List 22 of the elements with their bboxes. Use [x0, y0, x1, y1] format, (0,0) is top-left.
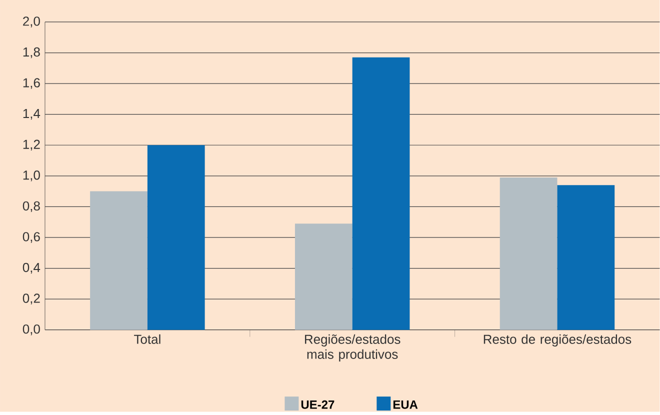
y-tick-label: 0,6 [22, 232, 40, 243]
y-tick-label: 1,0 [23, 170, 40, 182]
bar [352, 58, 410, 330]
y-tick-label: 2,0 [23, 16, 40, 28]
bar [294, 224, 352, 330]
x-tick-label: Total [134, 334, 160, 344]
bar [90, 191, 148, 330]
legend-label: EUA [393, 400, 418, 409]
bar [557, 185, 615, 330]
y-tick-label: 0,0 [22, 324, 40, 336]
y-tick-label: 0,8 [22, 201, 40, 212]
y-tick-label: 0,4 [22, 263, 40, 274]
bar [147, 145, 205, 330]
x-tick-label: Regiões/estados mais produtivos [305, 334, 400, 362]
y-tick-label: 1,4 [23, 109, 40, 120]
y-tick-label: 1,8 [23, 48, 40, 58]
y-tick-label: 1,2 [23, 140, 40, 151]
x-tick-label: Resto de regiões/estados [484, 334, 632, 347]
bar [500, 178, 558, 330]
y-tick-label: 1,6 [23, 78, 40, 90]
y-tick-label: 0,2 [22, 294, 40, 305]
legend-label: UE-27 [301, 400, 334, 410]
